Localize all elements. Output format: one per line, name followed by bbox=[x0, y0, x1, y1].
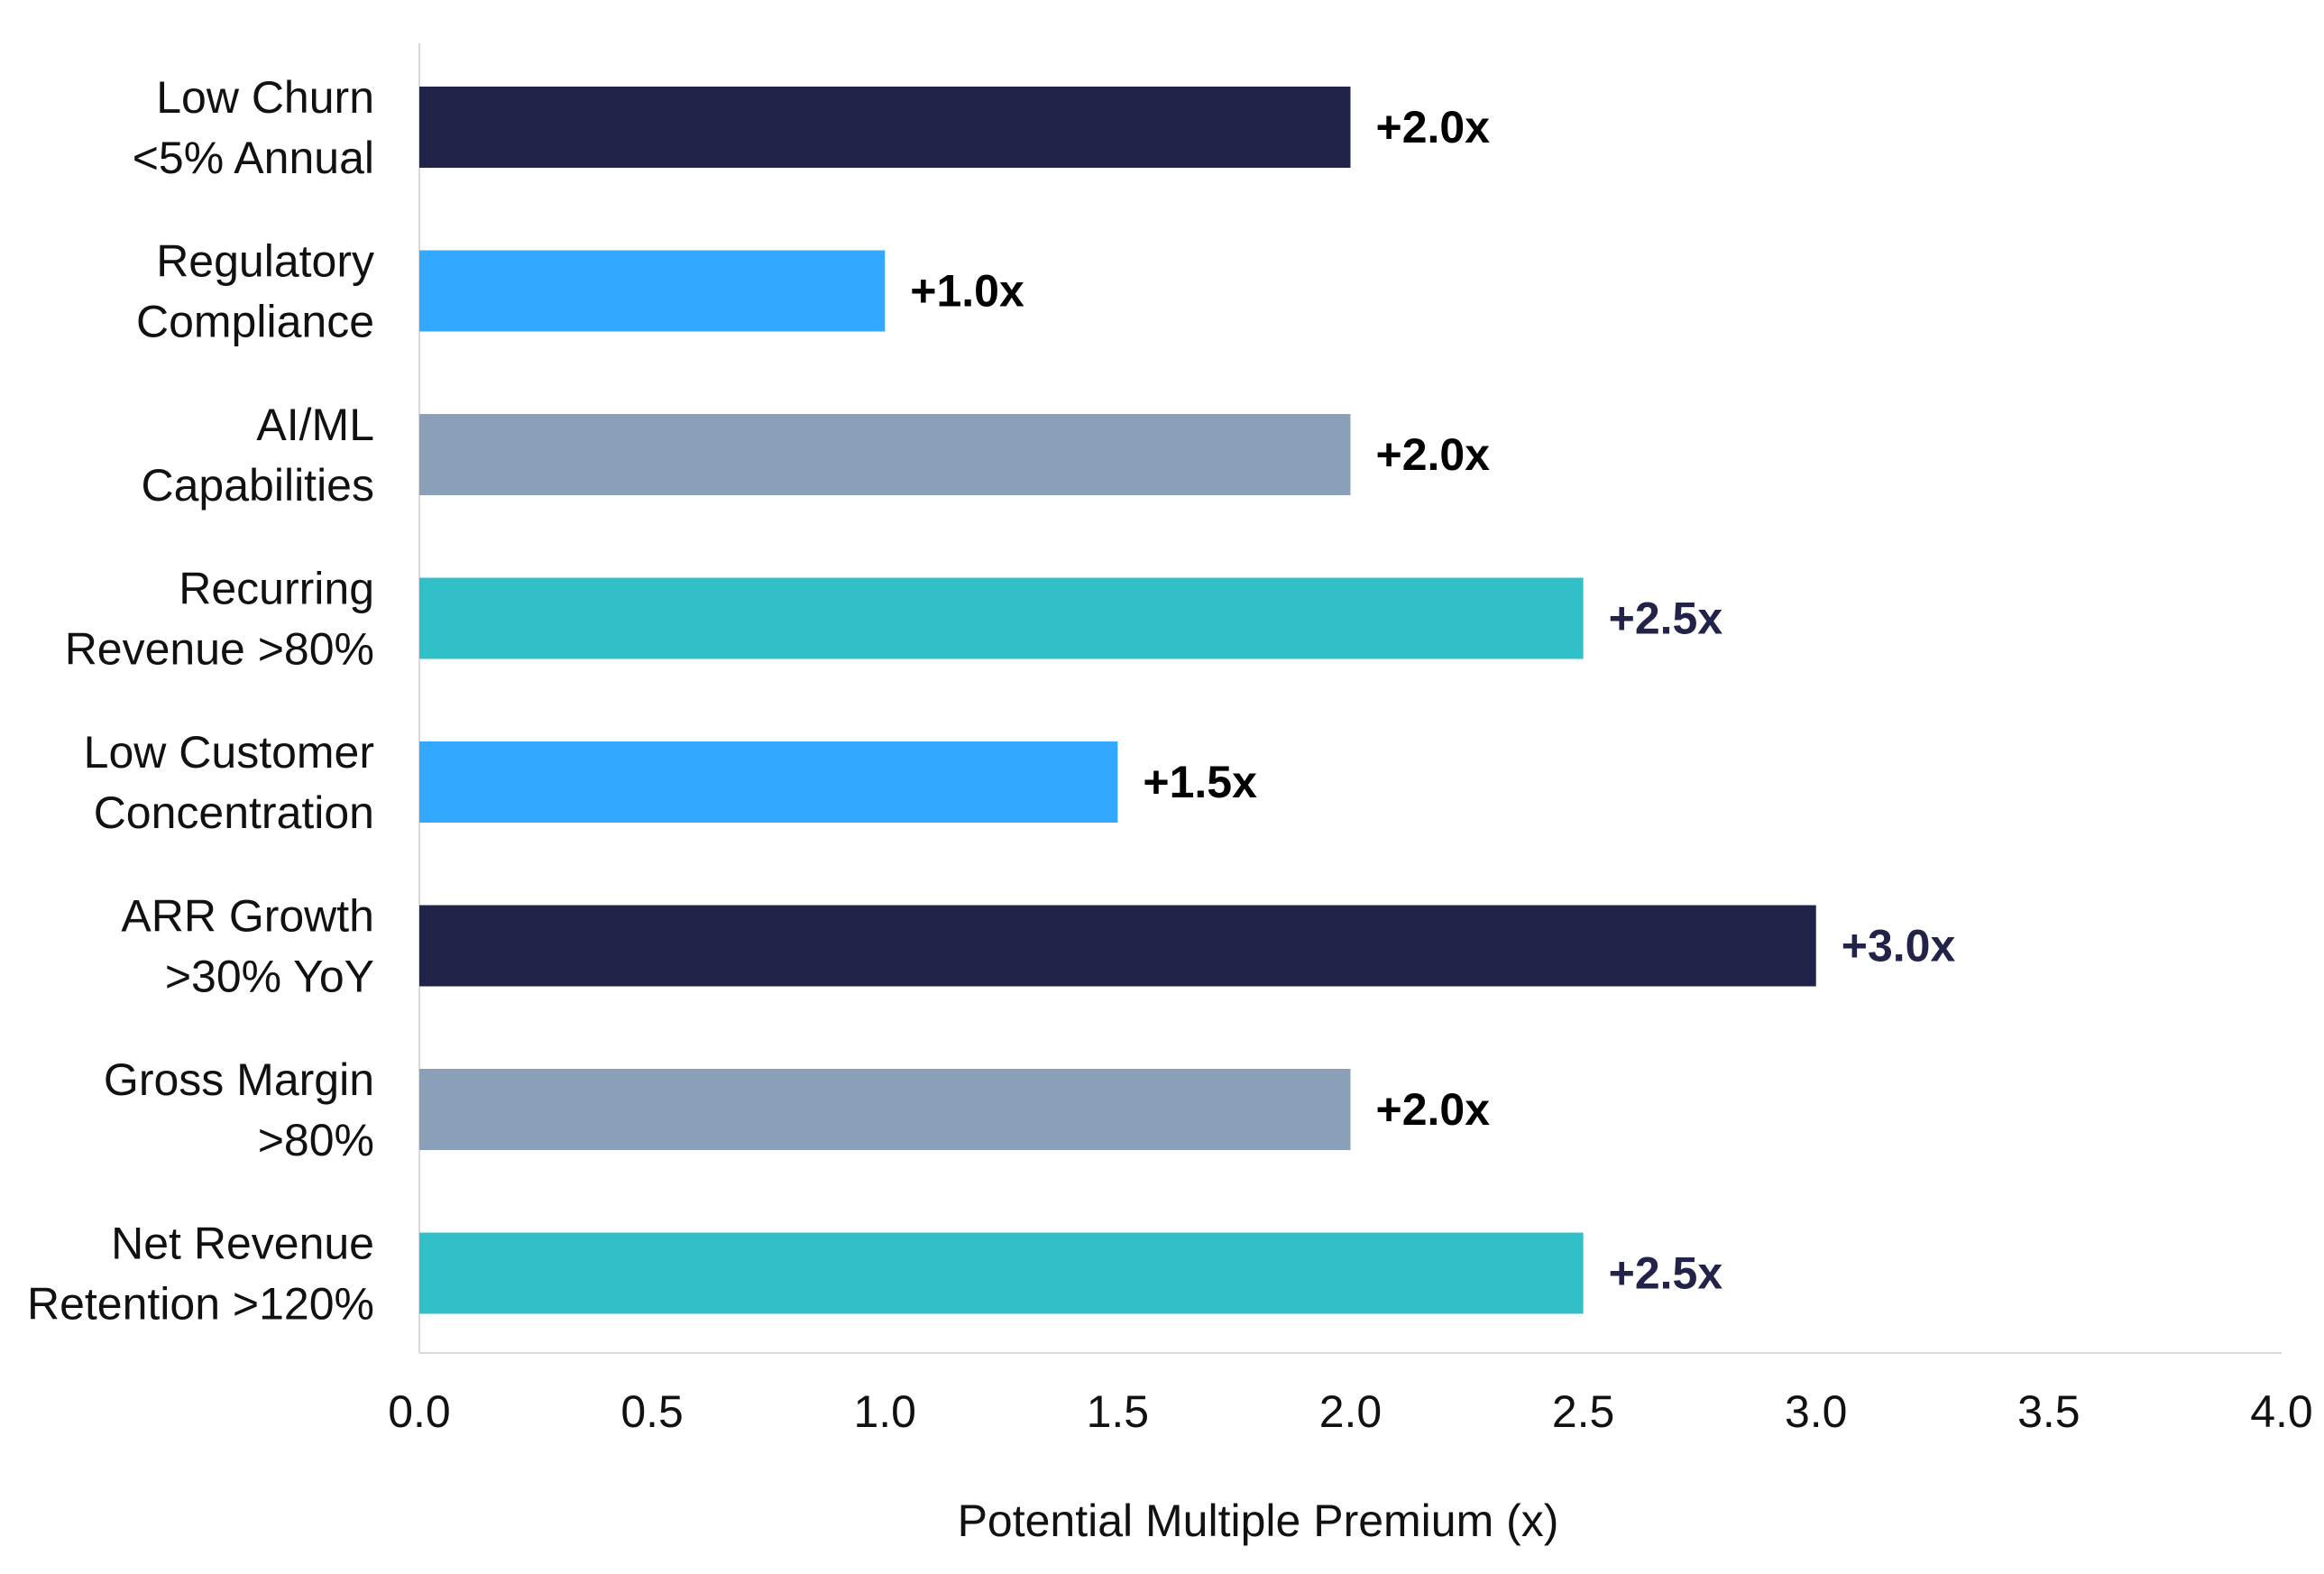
bar-3 bbox=[419, 414, 1351, 495]
x-tick-label: 1.0 bbox=[853, 1386, 916, 1437]
category-label-5: Low Customer Concentration bbox=[84, 727, 374, 838]
category-label-4: Recurring Revenue >80% bbox=[65, 564, 374, 675]
category-label-line: <5% Annual bbox=[133, 133, 374, 183]
chart-axes bbox=[418, 43, 2282, 1354]
category-label-line: >30% YoY bbox=[165, 952, 374, 1002]
x-tick-label: 0.5 bbox=[620, 1386, 684, 1437]
category-label-line: >80% bbox=[258, 1115, 374, 1165]
category-label-line: Low Customer bbox=[84, 727, 374, 778]
category-label-line: Concentration bbox=[94, 787, 374, 838]
data-label-1: +2.0x bbox=[1376, 102, 1491, 152]
category-label-7: Gross Margin >80% bbox=[104, 1054, 374, 1165]
x-tick-labels: 0.0 0.5 1.0 1.5 2.0 2.5 3.0 3.5 4.0 bbox=[388, 1386, 2313, 1437]
bar-6 bbox=[419, 905, 1816, 987]
category-label-6: ARR Growth >30% YoY bbox=[121, 891, 374, 1002]
x-tick-label: 2.0 bbox=[1319, 1386, 1382, 1437]
bar-8 bbox=[419, 1232, 1584, 1314]
category-label-line: ARR Growth bbox=[121, 891, 374, 942]
x-axis-title: Potential Multiple Premium (x) bbox=[958, 1496, 1559, 1546]
category-label-2: Regulatory Compliance bbox=[136, 236, 374, 347]
bar-1 bbox=[419, 87, 1351, 168]
category-label-line: Recurring bbox=[179, 564, 374, 614]
data-label-3: +2.0x bbox=[1376, 429, 1491, 480]
category-label-line: AI/ML bbox=[256, 400, 374, 450]
category-label-3: AI/ML Capabilities bbox=[142, 400, 374, 511]
chart-bars bbox=[419, 87, 1816, 1314]
data-label-2: +1.0x bbox=[910, 266, 1024, 317]
bar-5 bbox=[419, 741, 1118, 823]
x-tick-label: 3.0 bbox=[1785, 1386, 1848, 1437]
x-tick-label: 1.5 bbox=[1087, 1386, 1150, 1437]
data-labels: +2.0x +1.0x +2.0x +2.5x +1.5x +3.0x +2.0x +2.5x bbox=[910, 102, 1955, 1299]
category-label-line: Gross Margin bbox=[104, 1054, 374, 1105]
category-label-line: Low Churn bbox=[156, 72, 374, 123]
category-label-8: Net Revenue Retention >120% bbox=[27, 1219, 374, 1330]
category-label-line: Revenue >80% bbox=[65, 624, 374, 675]
category-labels: Low Churn <5% Annual Regulatory Compliance A… bbox=[27, 72, 374, 1330]
data-label-4: +2.5x bbox=[1609, 594, 1723, 644]
data-label-8: +2.5x bbox=[1609, 1248, 1723, 1299]
x-tick-label: 4.0 bbox=[2250, 1386, 2313, 1437]
bar-4 bbox=[419, 577, 1584, 659]
bar-2 bbox=[419, 250, 886, 332]
category-label-line: Capabilities bbox=[142, 460, 374, 511]
bar-7 bbox=[419, 1069, 1351, 1150]
category-label-line: Net Revenue bbox=[111, 1219, 374, 1269]
x-tick-label: 3.5 bbox=[2017, 1386, 2081, 1437]
category-label-line: Compliance bbox=[136, 297, 374, 347]
x-tick-label: 2.5 bbox=[1552, 1386, 1615, 1437]
data-label-6: +3.0x bbox=[1842, 921, 1956, 971]
category-label-line: Regulatory bbox=[156, 236, 374, 287]
category-label-line: Retention >120% bbox=[27, 1279, 374, 1330]
data-label-7: +2.0x bbox=[1376, 1084, 1491, 1135]
x-tick-label: 0.0 bbox=[388, 1386, 451, 1437]
data-label-5: +1.5x bbox=[1143, 757, 1257, 807]
category-label-1: Low Churn <5% Annual bbox=[133, 72, 374, 183]
